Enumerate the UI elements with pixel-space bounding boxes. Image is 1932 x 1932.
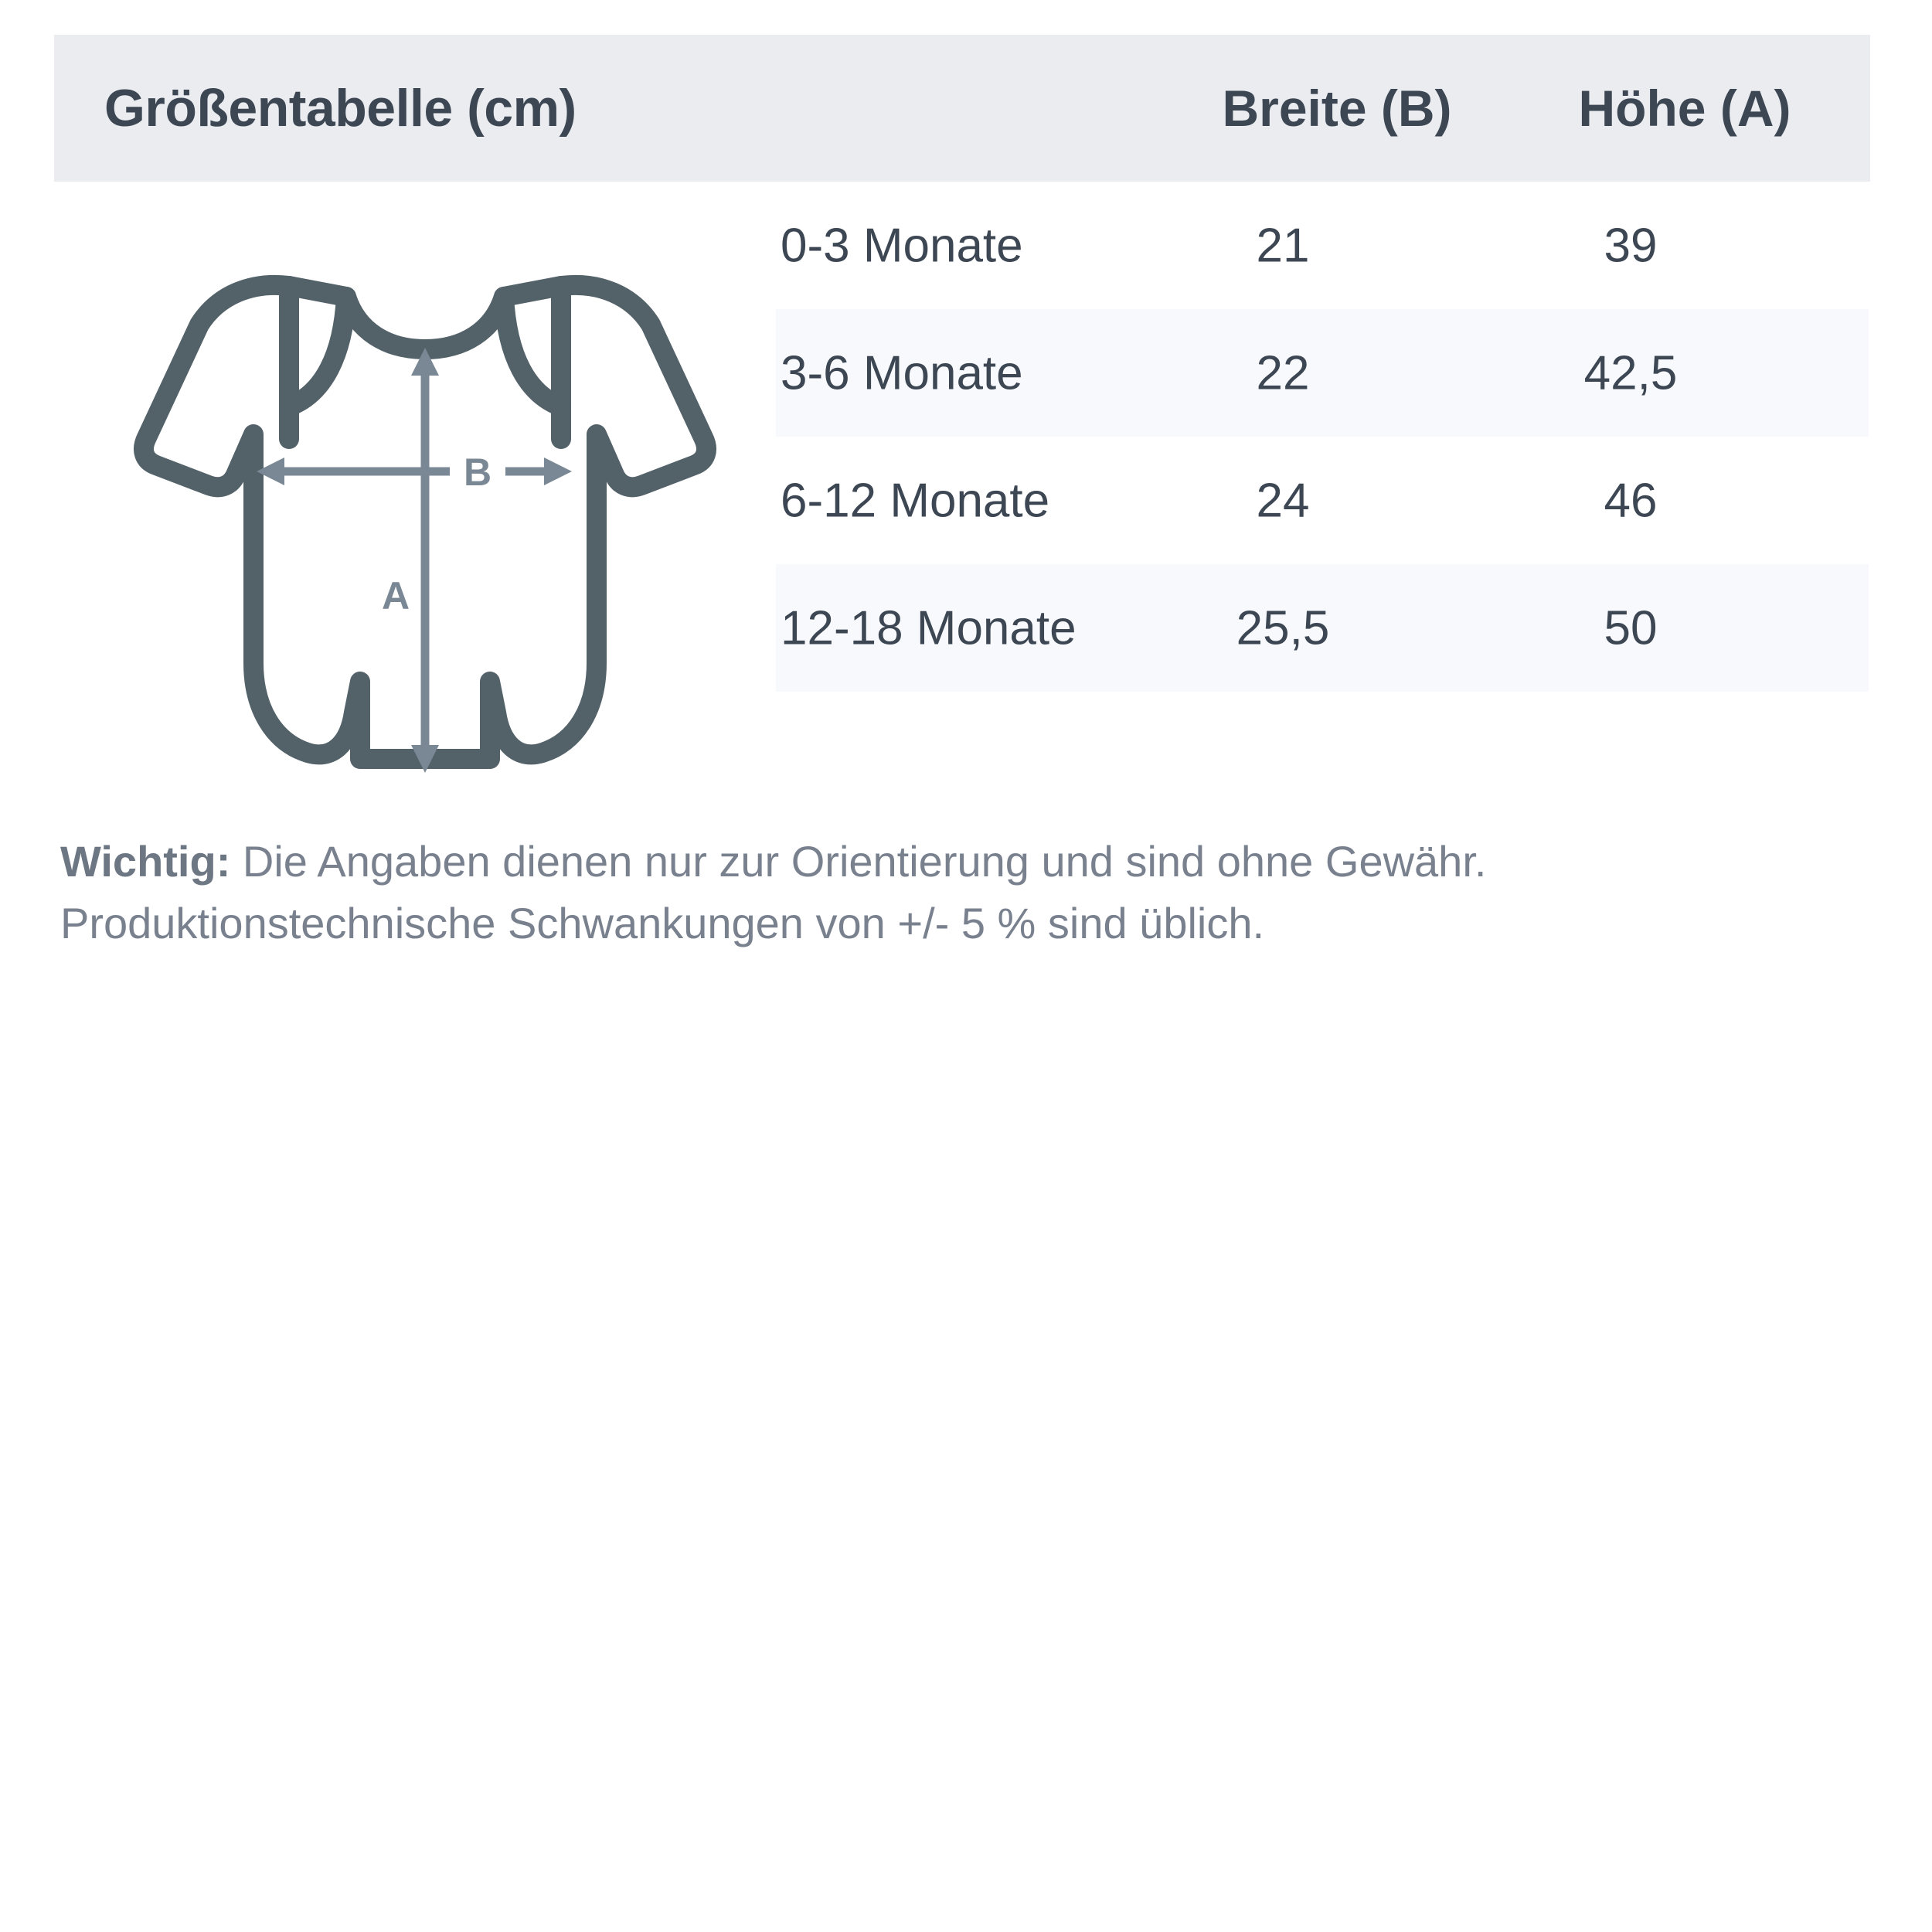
bodysuit-diagram-svg: B A bbox=[134, 274, 716, 773]
garment-outline-icon bbox=[134, 274, 716, 769]
row-size-label: 3-6 Monate bbox=[781, 346, 1023, 400]
width-label: B bbox=[464, 451, 492, 494]
table-row: 0-3 Monate 21 39 bbox=[776, 182, 1869, 309]
row-width-value: 21 bbox=[1256, 219, 1310, 272]
footnote-line-1-rest: Die Angaben dienen nur zur Orientierung … bbox=[230, 837, 1487, 886]
width-arrow-head-left bbox=[257, 457, 284, 485]
row-width-value: 22 bbox=[1256, 346, 1310, 400]
height-arrow-head-top bbox=[411, 348, 439, 376]
row-width-value: 24 bbox=[1256, 474, 1310, 527]
row-height-value: 39 bbox=[1604, 219, 1658, 272]
measurement-arrows bbox=[257, 348, 572, 773]
width-arrow-head-right bbox=[544, 457, 572, 485]
height-label: A bbox=[382, 574, 410, 617]
table-row: 6-12 Monate 24 46 bbox=[776, 437, 1869, 564]
table-row: 3-6 Monate 22 42,5 bbox=[776, 309, 1869, 437]
table-header-band: Größentabelle (cm) Breite (B) Höhe (A) bbox=[54, 35, 1870, 182]
row-height-value: 42,5 bbox=[1583, 346, 1678, 400]
column-header-width: Breite (B) bbox=[1222, 80, 1452, 137]
table-row: 12-18 Monate 25,5 50 bbox=[776, 564, 1869, 692]
footnote: Wichtig: Die Angaben dienen nur zur Orie… bbox=[60, 831, 1876, 954]
size-table: 0-3 Monate 21 39 3-6 Monate 22 42,5 6-12… bbox=[776, 182, 1869, 692]
page-title: Größentabelle (cm) bbox=[104, 79, 577, 138]
footnote-emphasis: Wichtig: bbox=[60, 837, 231, 886]
row-size-label: 6-12 Monate bbox=[781, 474, 1050, 527]
row-height-value: 50 bbox=[1604, 601, 1658, 655]
footnote-line-2: Produktionstechnische Schwankungen von +… bbox=[60, 898, 1265, 947]
row-width-value: 25,5 bbox=[1236, 601, 1330, 655]
row-size-label: 12-18 Monate bbox=[781, 601, 1077, 655]
row-height-value: 46 bbox=[1604, 474, 1658, 527]
row-size-label: 0-3 Monate bbox=[781, 219, 1023, 272]
height-arrow-head-bottom bbox=[411, 745, 439, 773]
bodysuit-illustration: B A bbox=[116, 240, 734, 804]
column-header-height: Höhe (A) bbox=[1578, 80, 1791, 137]
footnote-line-1: Wichtig: Die Angaben dienen nur zur Orie… bbox=[60, 831, 1876, 893]
